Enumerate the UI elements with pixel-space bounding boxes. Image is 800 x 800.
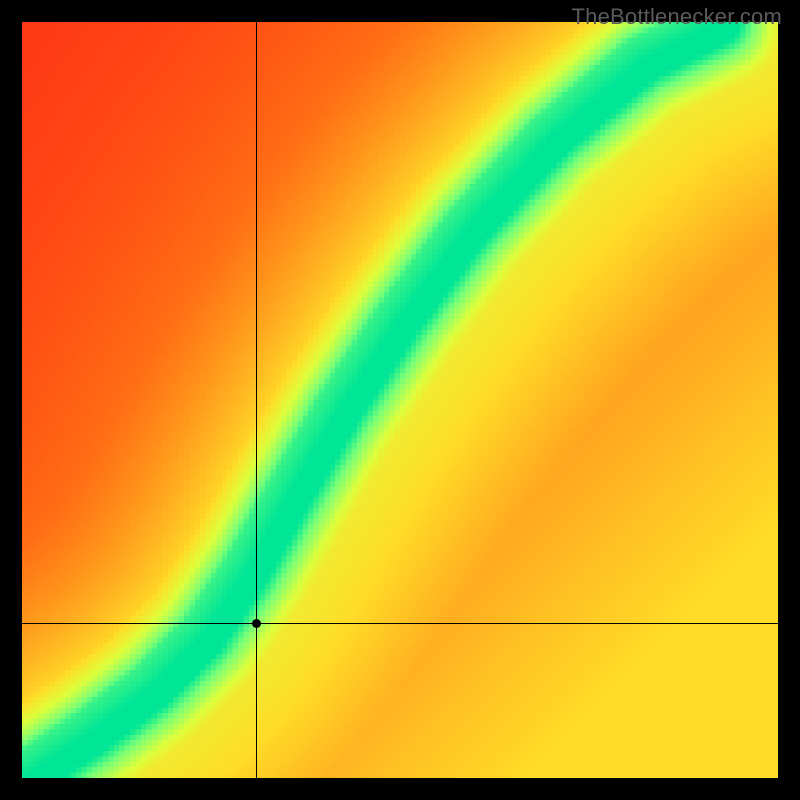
- crosshair-vertical: [256, 22, 257, 778]
- crosshair-horizontal: [22, 623, 778, 624]
- crosshair-marker: [252, 619, 261, 628]
- bottleneck-heatmap: [22, 22, 778, 778]
- site-watermark: TheBottlenecker.com: [572, 4, 782, 30]
